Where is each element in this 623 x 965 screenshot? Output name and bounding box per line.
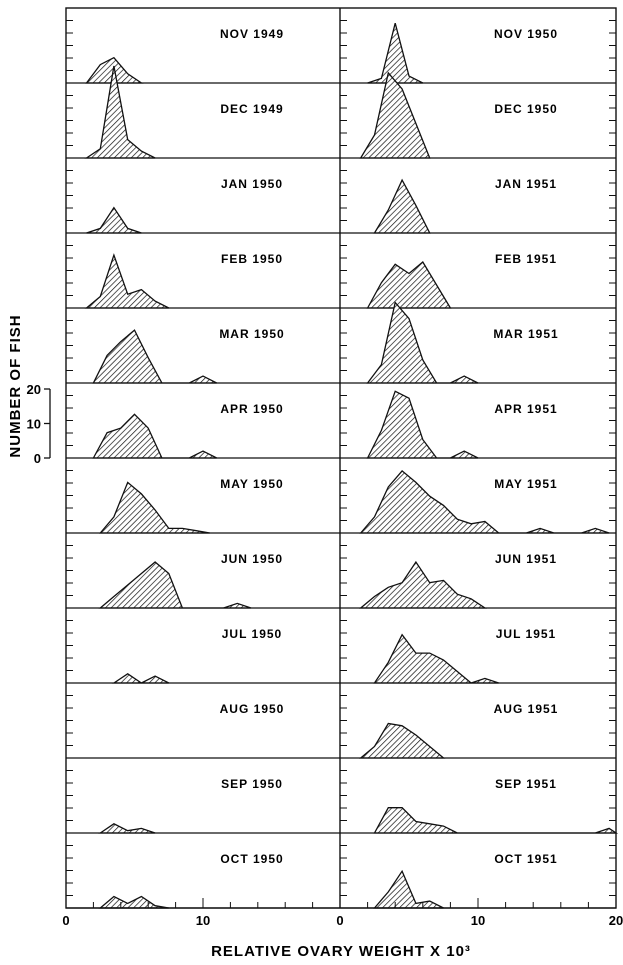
panel-label: FEB 1950 — [221, 252, 283, 266]
panel-label: JAN 1950 — [221, 177, 283, 191]
y-axis-label: NUMBER OF FISH — [7, 314, 24, 457]
axes-layer: 0 10 0 10 20 20 10 0 — [27, 7, 623, 928]
panel-label: JUN 1951 — [495, 552, 557, 566]
panel-dec-1950: DEC 1950 — [340, 71, 616, 159]
panel-label: MAY 1951 — [494, 477, 557, 491]
x-axis-label: RELATIVE OVARY WEIGHT X 10³ — [211, 943, 471, 960]
panel-label: SEP 1950 — [221, 777, 283, 791]
panel-jul-1950: JUL 1950 — [66, 620, 340, 684]
panel-label: MAR 1951 — [493, 327, 558, 341]
panel-jun-1951: JUN 1951 — [340, 545, 616, 609]
panel-jan-1950: JAN 1950 — [66, 170, 340, 234]
frequency-polygon — [373, 869, 444, 909]
panel-dec-1949: DEC 1949 — [66, 65, 340, 159]
y-scale-label: 0 — [34, 451, 41, 466]
panel-aug-1950: AUG 1950 — [66, 695, 340, 759]
frequency-polygon — [92, 413, 217, 459]
x-tick-label: 0 — [336, 913, 343, 928]
frequency-polygon — [367, 23, 424, 84]
panel-label: SEP 1951 — [495, 777, 557, 791]
panel-sep-1950: SEP 1950 — [66, 770, 340, 834]
panel-jul-1951: JUL 1951 — [340, 620, 616, 684]
panel-label: APR 1950 — [220, 402, 283, 416]
panel-label: JUN 1950 — [221, 552, 283, 566]
panel-aug-1951: AUG 1951 — [340, 695, 616, 759]
frequency-polygon — [359, 469, 610, 534]
y-scale-label: 10 — [27, 417, 41, 432]
panel-sep-1951: SEP 1951 — [340, 770, 619, 834]
plot-frame — [65, 7, 617, 909]
panel-label: DEC 1950 — [494, 102, 557, 116]
panel-label: JUL 1950 — [222, 627, 282, 641]
panel-may-1951: MAY 1951 — [340, 469, 616, 534]
panel-label: FEB 1951 — [495, 252, 557, 266]
frequency-polygon — [358, 560, 488, 609]
frequency-polygon — [98, 561, 252, 609]
frequency-polygon — [358, 722, 446, 759]
y-scale-label: 20 — [27, 382, 41, 397]
panel-label: OCT 1951 — [494, 852, 557, 866]
panel-label: OCT 1950 — [220, 852, 283, 866]
frequency-polygon — [98, 895, 169, 909]
x-tick-label: 0 — [62, 913, 69, 928]
frequency-polygon — [86, 206, 142, 234]
frequency-polygon — [373, 178, 431, 234]
panel-label: NOV 1950 — [494, 27, 558, 41]
panel-label: JAN 1951 — [495, 177, 557, 191]
frequency-polygon — [366, 301, 479, 384]
frequency-polygon — [84, 253, 170, 309]
frequency-polygon — [111, 673, 170, 684]
panel-nov-1950: NOV 1950 — [340, 20, 616, 84]
panel-nov-1949: NOV 1949 — [66, 20, 340, 84]
panel-label: APR 1951 — [494, 402, 557, 416]
panel-label: JUL 1951 — [496, 627, 556, 641]
panel-mar-1950: MAR 1950 — [66, 320, 340, 384]
panel-label: MAR 1950 — [219, 327, 284, 341]
frequency-polygon — [373, 807, 619, 834]
x-tick-label: 10 — [196, 913, 210, 928]
panel-apr-1951: APR 1951 — [340, 390, 616, 459]
panel-jan-1951: JAN 1951 — [340, 170, 616, 234]
panels-layer: NOV 1949 NOV 1950 DEC 1949 DEC 1950 JAN 1950… — [66, 20, 619, 909]
panel-may-1950: MAY 1950 — [66, 470, 340, 534]
frequency-polygon — [373, 633, 499, 684]
x-tick-label: 20 — [609, 913, 623, 928]
panel-feb-1950: FEB 1950 — [66, 245, 340, 309]
panel-mar-1951: MAR 1951 — [340, 301, 616, 384]
panel-apr-1950: APR 1950 — [66, 395, 340, 459]
panel-feb-1951: FEB 1951 — [340, 245, 616, 309]
panel-jun-1950: JUN 1950 — [66, 545, 340, 609]
frequency-polygon — [359, 71, 431, 159]
panel-label: NOV 1949 — [220, 27, 284, 41]
panel-label: MAY 1950 — [220, 477, 283, 491]
panel-label: AUG 1951 — [494, 702, 559, 716]
x-tick-label: 10 — [471, 913, 485, 928]
frequency-polygon — [366, 261, 452, 309]
frequency-polygon — [92, 329, 217, 384]
frequency-polygon — [98, 823, 156, 834]
frequency-polygon — [366, 390, 479, 459]
panel-label: DEC 1949 — [220, 102, 283, 116]
panel-label: AUG 1950 — [220, 702, 285, 716]
frequency-polygon — [98, 481, 210, 534]
